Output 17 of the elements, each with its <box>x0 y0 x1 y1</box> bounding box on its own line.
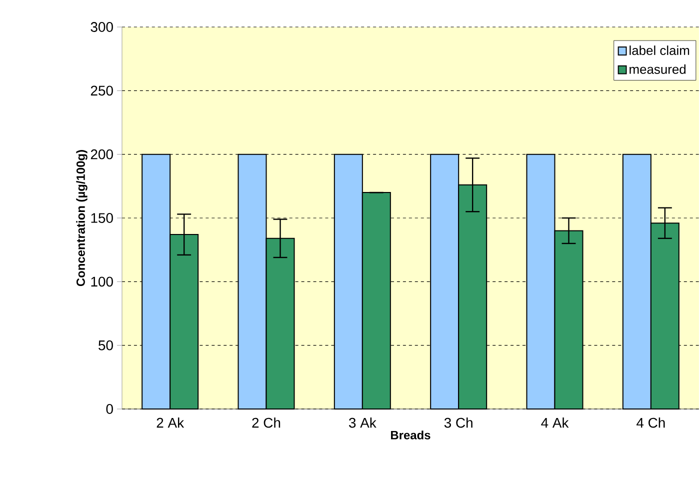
legend-label: label claim <box>630 46 690 56</box>
y-axis-title: Concentration (µg/100g) <box>76 150 88 286</box>
legend-label: measured <box>630 64 686 74</box>
y-tick-label: 200 <box>90 149 113 160</box>
x-tick-label: 2 Ch <box>252 418 280 428</box>
y-tick-label: 150 <box>91 213 113 223</box>
y-tick-label: 0 <box>106 404 113 414</box>
x-tick-label: 2 Ak <box>156 418 184 428</box>
x-tick-label: 4 Ak <box>541 418 569 428</box>
y-tick-label: 50 <box>98 340 113 350</box>
x-tick-label: 3 Ak <box>348 418 376 428</box>
x-tick-label: 4 Ch <box>636 418 665 428</box>
y-tick-label: 100 <box>91 276 113 287</box>
x-axis-title: Breads <box>391 430 430 440</box>
y-tick-label: 250 <box>90 86 113 96</box>
x-tick-label: 3 Ch <box>444 418 472 428</box>
y-tick-label: 300 <box>90 22 113 32</box>
